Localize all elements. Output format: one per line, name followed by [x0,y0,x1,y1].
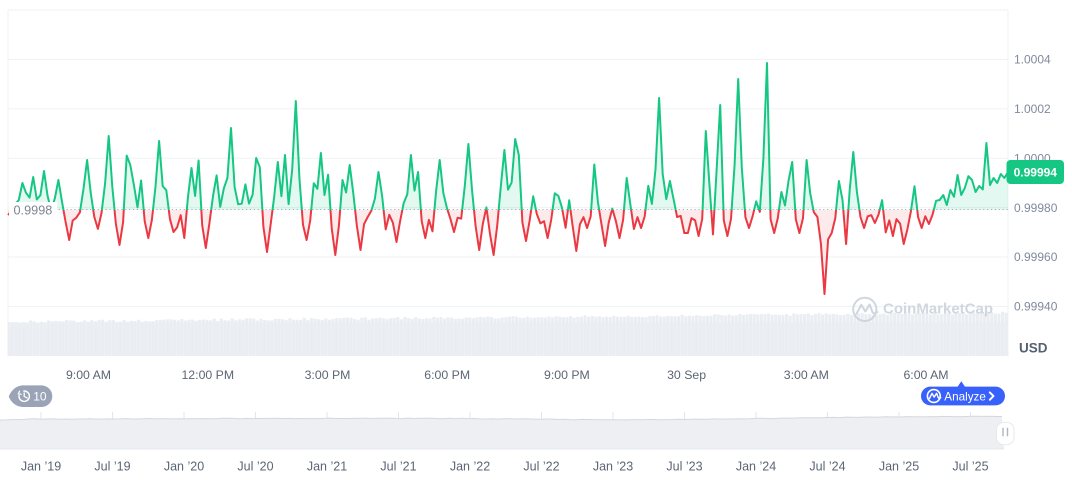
svg-text:Jul ’19: Jul ’19 [94,459,130,473]
svg-text:Jan ’22: Jan ’22 [450,459,490,473]
svg-text:Jan ’20: Jan ’20 [164,459,204,473]
svg-text:0.99980: 0.99980 [1014,201,1058,215]
svg-text:9:00 AM: 9:00 AM [66,368,111,382]
svg-text:6:00 PM: 6:00 PM [424,368,470,382]
svg-text:10: 10 [33,390,47,404]
svg-text:12:00 PM: 12:00 PM [181,368,234,382]
svg-text:Jan ’24: Jan ’24 [736,459,776,473]
svg-text:Jul ’25: Jul ’25 [952,459,988,473]
svg-text:1.0002: 1.0002 [1014,102,1051,116]
svg-text:0.99940: 0.99940 [1014,300,1058,314]
svg-text:0.99994: 0.99994 [1014,165,1058,179]
svg-text:Jul ’24: Jul ’24 [809,459,845,473]
svg-text:CoinMarketCap: CoinMarketCap [883,301,993,318]
svg-text:Jan ’19: Jan ’19 [21,459,61,473]
svg-text:Jul ’22: Jul ’22 [523,459,559,473]
svg-text:0.99960: 0.99960 [1014,250,1058,264]
svg-text:Jan ’23: Jan ’23 [593,459,633,473]
svg-text:Jan ’25: Jan ’25 [879,459,919,473]
svg-text:9:00 PM: 9:00 PM [544,368,590,382]
svg-text:Analyze: Analyze [944,390,986,403]
svg-text:Jul ’20: Jul ’20 [237,459,273,473]
svg-text:USD: USD [1019,341,1048,356]
svg-text:Jan ’21: Jan ’21 [307,459,347,473]
svg-text:Jul ’21: Jul ’21 [380,459,416,473]
svg-text:30 Sep: 30 Sep [667,368,706,382]
svg-text:3:00 AM: 3:00 AM [784,368,829,382]
svg-text:0.9998: 0.9998 [14,204,53,218]
svg-text:Jul ’23: Jul ’23 [666,459,702,473]
svg-text:6:00 AM: 6:00 AM [903,368,948,382]
svg-text:1.0004: 1.0004 [1014,53,1051,67]
svg-text:3:00 PM: 3:00 PM [305,368,351,382]
